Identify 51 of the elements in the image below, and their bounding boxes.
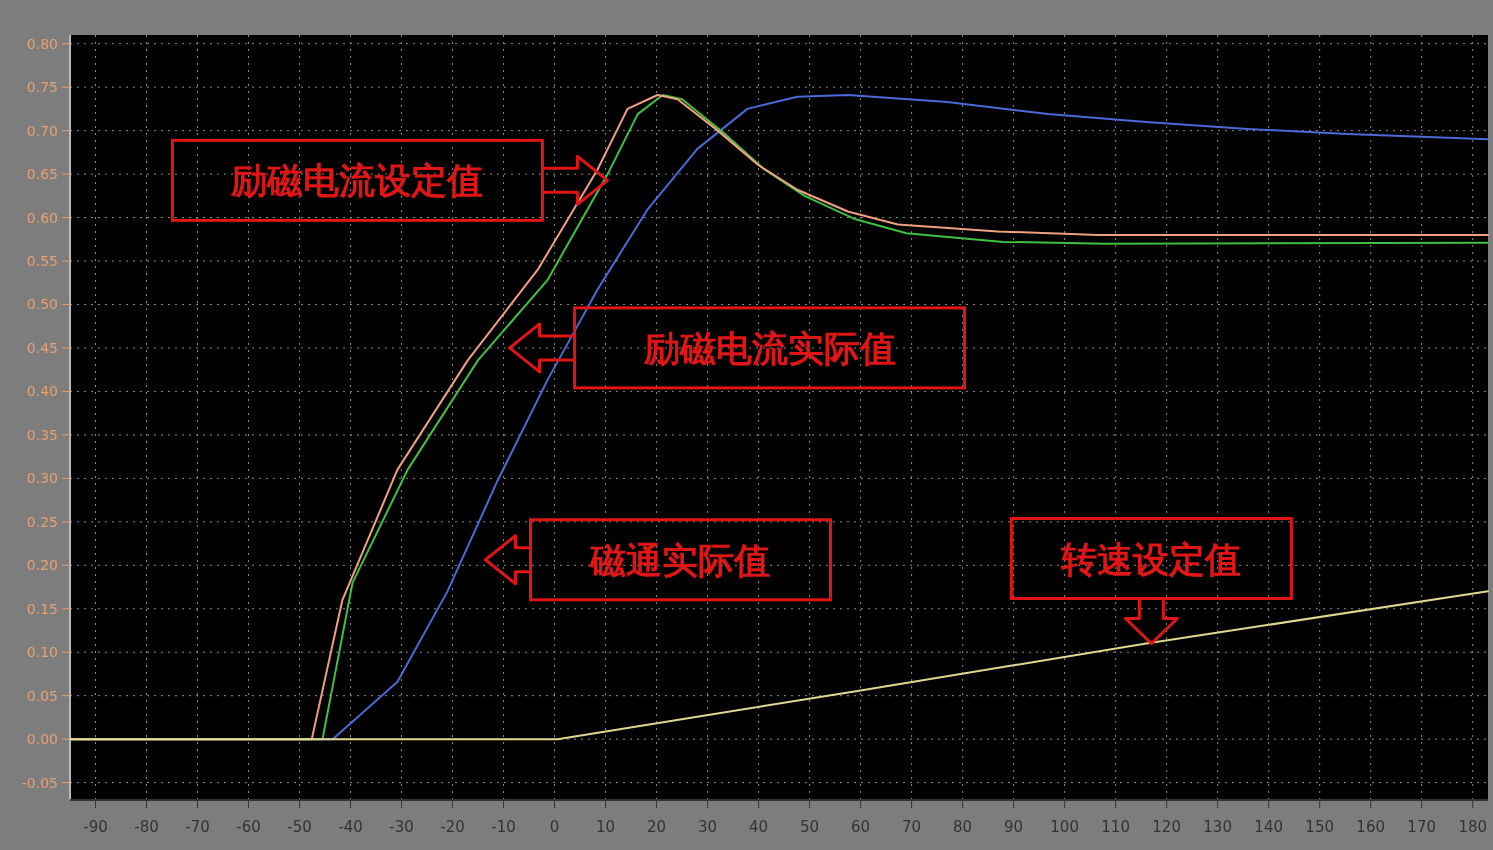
y-tick-label: 0.55 <box>26 253 58 270</box>
x-tick-label: -40 <box>338 818 363 836</box>
x-tick-label: 80 <box>953 818 973 836</box>
y-tick-label: 0.05 <box>26 687 58 704</box>
y-tick-label: 0.35 <box>26 426 58 443</box>
x-tick-label: -80 <box>134 818 159 836</box>
x-tick-label: 160 <box>1356 818 1385 836</box>
x-tick-label: 20 <box>647 818 667 836</box>
y-tick-label: 0.00 <box>26 731 58 748</box>
x-tick-label: 180 <box>1458 818 1488 836</box>
annotation: 磁通实际值 <box>589 538 771 581</box>
y-tick-label: -0.05 <box>21 774 58 791</box>
y-tick-label: 0.10 <box>26 644 58 661</box>
x-tick-label: 170 <box>1407 818 1437 836</box>
y-tick-label: 0.75 <box>26 79 58 96</box>
x-tick-label: 110 <box>1101 818 1130 836</box>
line-series <box>69 590 1489 741</box>
annotation: 励磁电流实际值 <box>642 326 896 369</box>
x-tick-label: -70 <box>185 818 210 836</box>
x-tick-label: -10 <box>491 818 516 836</box>
x-tick-label: 70 <box>902 818 922 836</box>
x-tick-label: 140 <box>1254 818 1283 836</box>
x-tick-label: 10 <box>596 818 616 836</box>
y-tick-label: 0.20 <box>26 557 58 574</box>
x-tick-label: -60 <box>236 818 261 836</box>
y-tick-label: 0.40 <box>26 383 58 400</box>
x-tick-label: 0 <box>549 818 560 836</box>
y-tick-label: 0.80 <box>26 35 58 52</box>
y-tick-label: 0.60 <box>26 209 58 226</box>
x-tick-label: 120 <box>1152 818 1181 836</box>
x-tick-label: 30 <box>698 818 718 836</box>
x-tick-label: 60 <box>851 818 871 836</box>
annotation: 转速设定值 <box>1060 537 1242 580</box>
y-tick-label: 0.45 <box>26 339 58 356</box>
x-tick-label: 90 <box>1004 818 1024 836</box>
x-tick-label: 150 <box>1305 818 1334 836</box>
y-tick-label: 0.15 <box>26 600 58 617</box>
y-tick-label: 0.25 <box>26 513 58 530</box>
x-tick-label: 50 <box>800 818 820 836</box>
y-tick-label: 0.30 <box>26 470 58 487</box>
x-tick-label: 40 <box>749 818 769 836</box>
y-tick-label: 0.70 <box>26 122 58 139</box>
x-tick-label: -20 <box>440 818 465 836</box>
x-tick-label: 130 <box>1203 818 1232 836</box>
x-tick-label: 100 <box>1050 818 1079 836</box>
annotation: 励磁电流设定值 <box>230 159 484 202</box>
x-tick-label: -90 <box>83 818 108 836</box>
y-tick-label: 0.50 <box>26 296 58 313</box>
x-tick-label: -50 <box>287 818 312 836</box>
y-tick-label: 0.65 <box>26 166 58 183</box>
x-tick-label: -30 <box>389 818 414 836</box>
